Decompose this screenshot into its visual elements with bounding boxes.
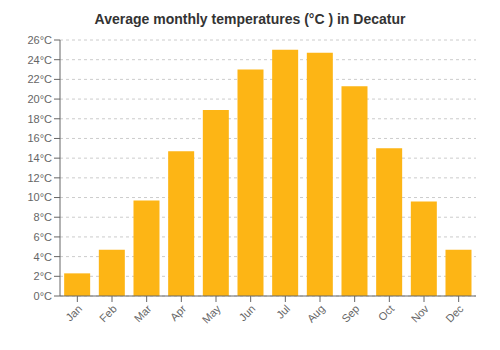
svg-text:24°C: 24°C (27, 54, 52, 66)
html-text:Average monthly temperatures (: Average monthly temperatures (°C ) in De… (94, 11, 406, 27)
svg-text:Nov: Nov (409, 302, 432, 325)
svg-text:26°C: 26°C (27, 34, 52, 46)
svg-text:18°C: 18°C (27, 113, 52, 125)
svg-text:Jul: Jul (274, 302, 292, 320)
svg-text:2°C: 2°C (34, 270, 53, 282)
svg-text:Mar: Mar (132, 302, 154, 324)
svg-text:16°C: 16°C (27, 132, 52, 144)
svg-text:12°C: 12°C (27, 172, 52, 184)
svg-text:Feb: Feb (97, 302, 119, 324)
svg-text:8°C: 8°C (34, 211, 53, 223)
svg-text:Aug: Aug (305, 302, 327, 324)
svg-text:Apr: Apr (168, 302, 189, 323)
svg-text:10°C: 10°C (27, 191, 52, 203)
svg-text:Oct: Oct (376, 302, 397, 323)
svg-text:Dec: Dec (443, 302, 466, 325)
svg-text:22°C: 22°C (27, 73, 52, 85)
svg-text:Jan: Jan (63, 302, 84, 323)
svg-text:14°C: 14°C (27, 152, 52, 164)
svg-text:Sep: Sep (339, 302, 361, 324)
svg-text:4°C: 4°C (34, 251, 53, 263)
svg-text:6°C: 6°C (34, 231, 53, 243)
svg-text:May: May (200, 302, 224, 326)
svg-text:0°C: 0°C (34, 290, 53, 302)
svg-text:Jun: Jun (237, 302, 258, 323)
svg-text:20°C: 20°C (27, 93, 52, 105)
